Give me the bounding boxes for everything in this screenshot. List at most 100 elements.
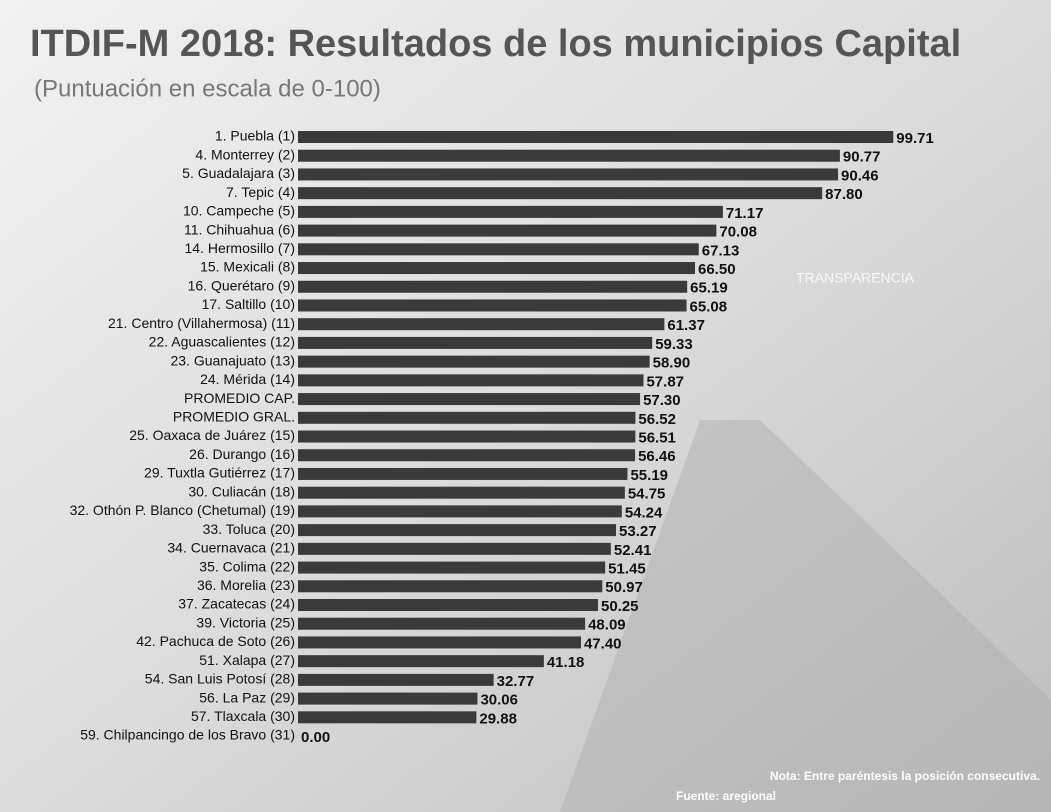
- bar: [298, 543, 611, 555]
- category-label: PROMEDIO GRAL.: [173, 409, 295, 425]
- value-label: 61.37: [667, 317, 705, 334]
- value-label: 56.46: [638, 448, 676, 465]
- bar: [298, 356, 650, 368]
- category-label: 30. Culiacán (18): [188, 483, 295, 499]
- value-label: 48.09: [588, 617, 626, 634]
- chart: TRANSPARENCIA ITDIF-M 2018: Resultados d…: [0, 0, 1051, 812]
- category-label: 56. La Paz (29): [199, 689, 295, 705]
- value-label: 59.33: [655, 336, 693, 353]
- bar: [298, 580, 602, 592]
- bar: [298, 468, 627, 480]
- note: Nota: Entre paréntesis la posición conse…: [770, 769, 1040, 783]
- bar: [298, 225, 716, 237]
- bar: [298, 131, 893, 143]
- category-label: 17. Saltillo (10): [202, 296, 295, 312]
- category-label: 10. Campeche (5): [183, 203, 295, 219]
- category-label: 15. Mexicali (8): [200, 259, 295, 275]
- category-label: 11. Chihuahua (6): [184, 221, 295, 237]
- value-label: 70.08: [719, 224, 757, 241]
- value-label: 32.77: [497, 673, 535, 690]
- bar: [298, 374, 643, 386]
- bar: [298, 262, 695, 274]
- category-label: 25. Oaxaca de Juárez (15): [129, 427, 295, 443]
- category-label: 54. San Luis Potosí (28): [145, 671, 295, 687]
- category-label: 35. Colima (22): [199, 558, 295, 574]
- chart-title: ITDIF-M 2018: Resultados de los municipi…: [30, 23, 961, 65]
- background-text: TRANSPARENCIA: [796, 270, 915, 286]
- value-label: 67.13: [702, 242, 740, 259]
- value-label: 90.77: [843, 149, 881, 166]
- category-label: 7. Tepic (4): [226, 184, 295, 200]
- chart-subtitle: (Puntuación en escala de 0-100): [34, 75, 381, 102]
- bar: [298, 431, 635, 443]
- bar: [298, 299, 687, 311]
- category-label: 14. Hermosillo (7): [185, 240, 295, 256]
- category-label: 26. Durango (16): [189, 446, 295, 462]
- category-label: 37. Zacatecas (24): [178, 596, 295, 612]
- value-label: 41.18: [547, 654, 585, 671]
- category-label: 51. Xalapa (27): [199, 652, 295, 668]
- category-label: 32. Othón P. Blanco (Chetumal) (19): [70, 502, 295, 518]
- value-label: 52.41: [614, 542, 652, 559]
- value-label: 66.50: [698, 261, 736, 278]
- value-label: 0.00: [301, 729, 330, 746]
- page: {"chart_data": {"type": "bar", "orientat…: [0, 0, 1051, 812]
- bar: [298, 206, 723, 218]
- value-label: 54.24: [625, 504, 663, 521]
- bar: [298, 449, 635, 461]
- value-label: 90.46: [841, 167, 879, 184]
- bar: [298, 674, 494, 686]
- bar: [298, 599, 598, 611]
- value-label: 87.80: [825, 186, 863, 203]
- value-label: 53.27: [619, 523, 657, 540]
- value-label: 56.51: [638, 429, 676, 446]
- source: Fuente: aregional: [676, 789, 776, 803]
- category-label: PROMEDIO CAP.: [184, 390, 295, 406]
- category-label: 34. Cuernavaca (21): [167, 540, 295, 556]
- category-label: 24. Mérida (14): [200, 371, 295, 387]
- value-label: 51.45: [608, 561, 646, 578]
- bar: [298, 711, 476, 723]
- bar: [298, 524, 616, 536]
- value-label: 57.30: [643, 392, 681, 409]
- value-label: 65.08: [690, 298, 728, 315]
- value-label: 65.19: [690, 280, 728, 297]
- bar: [298, 655, 544, 667]
- category-label: 21. Centro (Villahermosa) (11): [108, 315, 295, 331]
- bar: [298, 187, 822, 199]
- bar: [298, 243, 699, 255]
- value-label: 50.25: [601, 598, 639, 615]
- bar: [298, 412, 635, 424]
- value-label: 54.75: [628, 486, 666, 503]
- category-label: 39. Victoria (25): [196, 614, 295, 630]
- category-label: 22. Aguascalientes (12): [149, 334, 295, 350]
- category-label: 42. Pachuca de Soto (26): [136, 633, 295, 649]
- value-label: 30.06: [480, 692, 518, 709]
- value-label: 58.90: [653, 355, 691, 372]
- bar: [298, 281, 687, 293]
- category-label: 33. Toluca (20): [203, 521, 295, 537]
- bar: [298, 562, 605, 574]
- bar: [298, 618, 585, 630]
- bar: [298, 337, 652, 349]
- bar: [298, 487, 625, 499]
- bar: [298, 150, 840, 162]
- category-label: 57. Tlaxcala (30): [191, 708, 295, 724]
- value-label: 47.40: [584, 635, 622, 652]
- value-label: 50.97: [605, 579, 643, 596]
- bar: [298, 693, 477, 705]
- category-label: 4. Monterrey (2): [195, 146, 295, 162]
- category-label: 5. Guadalajara (3): [182, 165, 295, 181]
- category-label: 16. Querétaro (9): [188, 277, 295, 293]
- bar: [298, 505, 622, 517]
- bar: [298, 168, 838, 180]
- category-label: 29. Tuxtla Gutiérrez (17): [144, 465, 295, 481]
- bar: [298, 636, 581, 648]
- value-label: 56.52: [638, 411, 676, 428]
- category-label: 36. Morelia (23): [197, 577, 295, 593]
- category-label: 59. Chilpancingo de los Bravo (31): [80, 727, 295, 743]
- value-label: 99.71: [896, 130, 934, 147]
- category-label: 23. Guanajuato (13): [170, 352, 295, 368]
- value-label: 55.19: [630, 467, 668, 484]
- bar: [298, 318, 664, 330]
